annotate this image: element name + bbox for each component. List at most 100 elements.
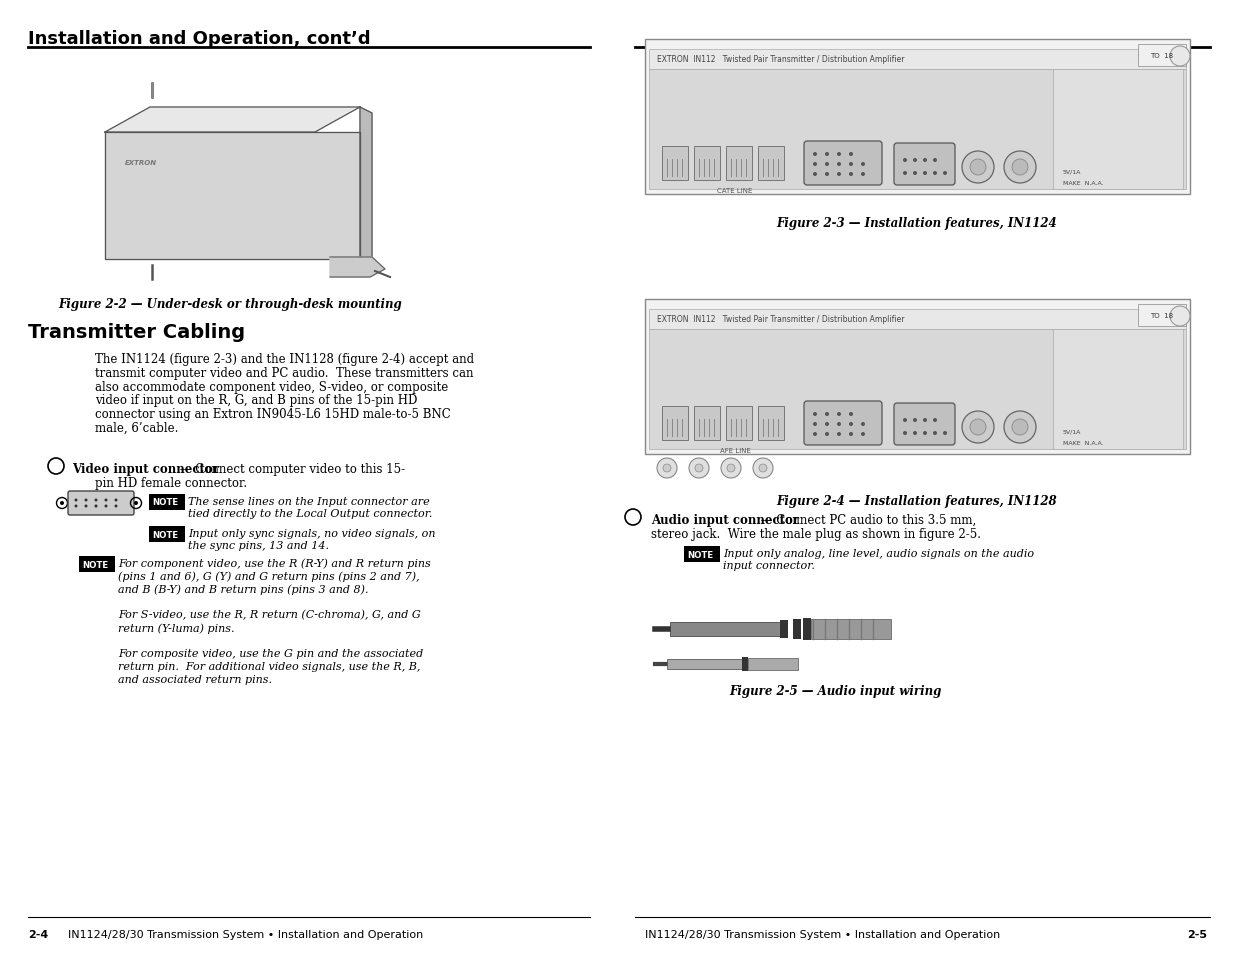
Text: For component video, use the R (R-Y) and R return pins: For component video, use the R (R-Y) and… (119, 558, 431, 568)
Circle shape (95, 499, 98, 502)
FancyBboxPatch shape (662, 407, 688, 440)
Circle shape (962, 412, 994, 443)
Circle shape (825, 413, 829, 416)
Text: EXTRON: EXTRON (125, 160, 157, 166)
Text: EXTRON  IN112   Twisted Pair Transmitter / Distribution Amplifier: EXTRON IN112 Twisted Pair Transmitter / … (657, 315, 904, 324)
FancyBboxPatch shape (803, 618, 811, 640)
FancyBboxPatch shape (748, 659, 798, 670)
FancyBboxPatch shape (758, 407, 784, 440)
Circle shape (813, 413, 818, 416)
Text: return pin.  For additional video signals, use the R, B,: return pin. For additional video signals… (119, 661, 420, 671)
Circle shape (944, 432, 947, 436)
Circle shape (695, 464, 703, 473)
Text: and B (B-Y) and B return pins (pins 3 and 8).: and B (B-Y) and B return pins (pins 3 an… (119, 583, 368, 594)
Circle shape (760, 464, 767, 473)
FancyBboxPatch shape (650, 50, 1186, 70)
FancyBboxPatch shape (726, 407, 752, 440)
Circle shape (657, 458, 677, 478)
Circle shape (825, 422, 829, 427)
FancyBboxPatch shape (758, 147, 784, 181)
Text: IN1124/28/30 Transmission System • Installation and Operation: IN1124/28/30 Transmission System • Insta… (68, 929, 424, 939)
Circle shape (913, 159, 918, 163)
Text: Figure 2-2 — Under-desk or through-desk mounting: Figure 2-2 — Under-desk or through-desk … (58, 297, 401, 311)
Text: 5V/1A: 5V/1A (1063, 169, 1082, 173)
Circle shape (932, 159, 937, 163)
Circle shape (837, 152, 841, 157)
Circle shape (1170, 47, 1191, 67)
Circle shape (753, 458, 773, 478)
Circle shape (969, 419, 986, 436)
Circle shape (105, 505, 107, 508)
Circle shape (825, 433, 829, 436)
Text: Input only analog, line level, audio signals on the audio
input connector.: Input only analog, line level, audio sig… (722, 548, 1034, 570)
Circle shape (115, 499, 117, 502)
FancyBboxPatch shape (79, 557, 115, 573)
Text: Audio input connector: Audio input connector (651, 514, 799, 526)
Circle shape (932, 418, 937, 422)
FancyBboxPatch shape (1053, 70, 1183, 190)
Text: The sense lines on the Input connector are
tied directly to the Local Output con: The sense lines on the Input connector a… (188, 497, 432, 518)
Circle shape (903, 418, 906, 422)
Circle shape (861, 172, 864, 177)
Text: Transmitter Cabling: Transmitter Cabling (28, 323, 245, 341)
Text: stereo jack.  Wire the male plug as shown in figure 2-5.: stereo jack. Wire the male plug as shown… (651, 527, 981, 540)
Text: MAKE  N.A.A.: MAKE N.A.A. (1063, 181, 1104, 186)
Circle shape (1011, 419, 1028, 436)
Circle shape (848, 422, 853, 427)
Text: return (Y-luma) pins.: return (Y-luma) pins. (119, 622, 235, 633)
Circle shape (721, 458, 741, 478)
FancyBboxPatch shape (149, 526, 185, 542)
Circle shape (932, 432, 937, 436)
Text: also accommodate component video, S-video, or composite: also accommodate component video, S-vide… (95, 380, 448, 394)
FancyBboxPatch shape (781, 620, 788, 639)
Circle shape (962, 152, 994, 184)
FancyBboxPatch shape (645, 299, 1191, 455)
FancyBboxPatch shape (894, 144, 955, 186)
Text: — Connect PC audio to this 3.5 mm,: — Connect PC audio to this 3.5 mm, (757, 514, 977, 526)
Circle shape (861, 433, 864, 436)
Text: and associated return pins.: and associated return pins. (119, 675, 272, 684)
FancyBboxPatch shape (793, 619, 802, 639)
Circle shape (923, 418, 927, 422)
Circle shape (825, 152, 829, 157)
Text: TO  18: TO 18 (1151, 313, 1173, 318)
Circle shape (848, 163, 853, 167)
FancyBboxPatch shape (1137, 45, 1186, 67)
Polygon shape (105, 108, 359, 132)
Circle shape (813, 152, 818, 157)
Text: connector using an Extron IN9045-L6 15HD male-to-5 BNC: connector using an Extron IN9045-L6 15HD… (95, 408, 451, 421)
Circle shape (1170, 307, 1191, 327)
Circle shape (813, 433, 818, 436)
Circle shape (913, 432, 918, 436)
Circle shape (84, 499, 88, 502)
Circle shape (861, 163, 864, 167)
Circle shape (135, 501, 138, 505)
Text: 2-4: 2-4 (28, 929, 48, 939)
FancyBboxPatch shape (804, 401, 882, 446)
Text: Input only sync signals, no video signals, on
the sync pins, 13 and 14.: Input only sync signals, no video signal… (188, 529, 436, 550)
FancyBboxPatch shape (694, 407, 720, 440)
FancyBboxPatch shape (694, 147, 720, 181)
FancyBboxPatch shape (894, 403, 955, 446)
Text: Installation and Operation, cont’d: Installation and Operation, cont’d (28, 30, 370, 48)
Circle shape (84, 505, 88, 508)
Circle shape (861, 422, 864, 427)
Circle shape (837, 172, 841, 177)
Circle shape (825, 172, 829, 177)
Text: NOTE: NOTE (152, 498, 178, 507)
Text: MAKE  N.A.A.: MAKE N.A.A. (1063, 440, 1104, 446)
Circle shape (923, 432, 927, 436)
Circle shape (1011, 160, 1028, 175)
Text: AFE LINE: AFE LINE (720, 448, 751, 454)
Polygon shape (359, 108, 372, 260)
Circle shape (944, 172, 947, 175)
Circle shape (837, 422, 841, 427)
FancyBboxPatch shape (684, 546, 720, 562)
Circle shape (727, 464, 735, 473)
Circle shape (837, 163, 841, 167)
FancyBboxPatch shape (650, 330, 1186, 450)
Circle shape (61, 501, 64, 505)
Circle shape (903, 432, 906, 436)
Circle shape (848, 433, 853, 436)
Text: EXTRON  IN112   Twisted Pair Transmitter / Distribution Amplifier: EXTRON IN112 Twisted Pair Transmitter / … (657, 55, 904, 65)
